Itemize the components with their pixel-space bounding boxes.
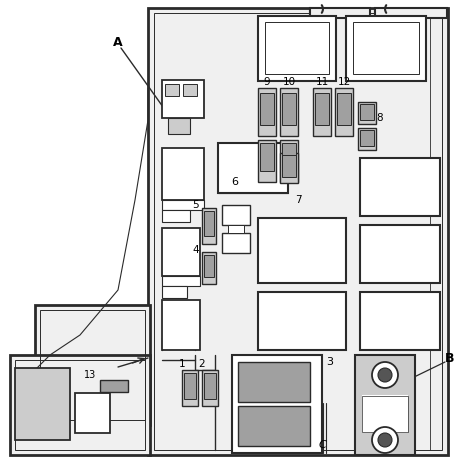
Bar [204,211,214,236]
Bar [40,310,145,420]
Bar [362,396,408,432]
Bar [10,355,150,455]
Bar [265,22,329,74]
Bar [183,84,197,96]
Bar [360,158,440,216]
Bar [165,84,179,96]
Text: 9: 9 [264,77,270,87]
Circle shape [378,368,392,382]
Bar [358,128,376,150]
Bar [222,233,250,253]
Bar [360,225,440,283]
Text: 8: 8 [377,113,383,123]
Bar [162,276,200,286]
Bar [154,13,442,450]
Bar [258,218,346,283]
Bar [280,153,298,183]
Bar [162,80,204,118]
Bar [162,148,204,200]
Bar [280,88,298,136]
Bar [360,292,440,350]
Text: 13: 13 [84,370,96,380]
Bar [258,16,336,81]
Text: 3: 3 [327,357,334,367]
Bar [204,373,216,399]
Bar [258,140,276,182]
Bar [362,395,408,433]
Text: B: B [445,351,455,365]
Bar [35,305,150,425]
Bar [162,300,200,350]
Bar [182,370,198,406]
Bar [258,292,346,350]
Bar [222,205,250,225]
Bar [353,22,419,74]
Text: A: A [113,36,123,49]
Bar [238,362,310,402]
Text: 7: 7 [295,195,301,205]
Bar [202,208,216,244]
Bar [360,104,374,120]
Bar [282,93,296,125]
Bar [260,143,274,171]
Text: C: C [318,440,326,450]
Text: 4: 4 [193,245,199,255]
Bar [346,16,426,81]
Circle shape [378,433,392,447]
Bar [375,8,447,18]
Text: 11: 11 [315,77,328,87]
Bar [337,93,351,125]
Bar [310,8,370,18]
Bar [184,373,196,399]
Bar [228,225,244,233]
Bar [148,8,448,455]
Bar [202,252,216,284]
Bar [360,130,374,146]
Bar [162,286,187,298]
Bar [15,360,145,450]
Text: 6: 6 [231,177,238,187]
Bar [358,102,376,124]
Bar [282,143,296,171]
Bar [202,370,218,406]
Text: 1: 1 [179,359,185,369]
Bar [258,88,276,136]
Bar [218,143,288,193]
Bar [162,210,190,222]
Bar [15,368,70,440]
Bar [355,355,415,455]
Text: 10: 10 [283,77,296,87]
Bar [313,88,331,136]
Bar [162,200,204,210]
Bar [168,118,190,134]
Bar [335,88,353,136]
Circle shape [372,362,398,388]
Bar [238,406,310,446]
Bar [280,140,298,182]
Bar [162,228,200,276]
Bar [75,393,110,433]
Text: 5: 5 [193,200,199,210]
Bar [315,93,329,125]
Bar [232,355,322,453]
Bar [282,155,296,177]
Text: 2: 2 [199,359,205,369]
Bar [100,380,128,392]
Circle shape [372,427,398,453]
Bar [204,255,214,277]
Bar [260,93,274,125]
Text: 12: 12 [337,77,351,87]
